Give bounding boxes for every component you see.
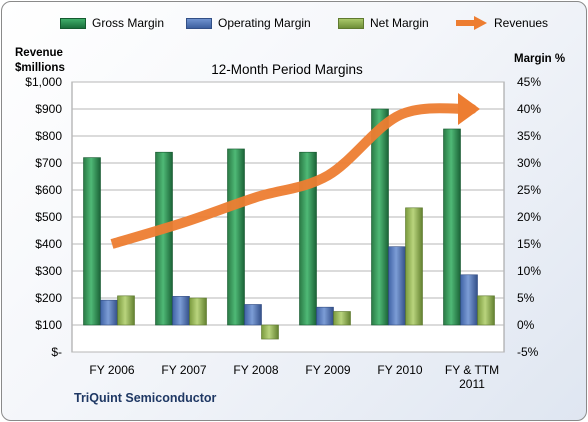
right-tick-label: 0% (517, 318, 535, 332)
x-tick-label: 2011 (459, 377, 485, 391)
bar-net-margin (477, 295, 495, 326)
chart-title: 12-Month Period Margins (211, 62, 363, 77)
legend-operating-margin: Operating Margin (186, 16, 311, 30)
revenues-arrowhead (458, 93, 480, 125)
bar-net-margin (333, 311, 351, 326)
bar-operating-margin (316, 306, 334, 326)
x-tick-label: FY 2009 (305, 363, 350, 377)
bar-gross-margin (83, 157, 101, 326)
left-tick-label: $200 (35, 291, 62, 305)
right-tick-label: 10% (517, 264, 541, 278)
bar-operating-margin (388, 246, 406, 326)
right-tick-label: 20% (517, 210, 541, 224)
bar-gross-margin (443, 128, 461, 326)
bar-gross-margin (155, 151, 173, 326)
bar-gross-margin (227, 148, 245, 326)
x-tick-label: FY 2006 (89, 363, 134, 377)
left-tick-label: $800 (35, 129, 62, 143)
left-tick-label: $100 (35, 318, 62, 332)
right-tick-label: 40% (517, 102, 541, 116)
left-tick-label: $- (51, 345, 62, 359)
legend-gross-margin: Gross Margin (60, 16, 164, 30)
right-tick-label: 15% (517, 237, 541, 251)
legend-label-net: Net Margin (370, 16, 429, 30)
legend-swatch-net (338, 17, 364, 29)
bar-gross-margin (299, 151, 317, 326)
bar-net-margin (117, 295, 135, 326)
legend-label-gross: Gross Margin (92, 16, 165, 30)
bar-operating-margin (244, 304, 262, 326)
right-tick-label: 5% (517, 291, 535, 305)
x-tick-label: FY 2008 (233, 363, 278, 377)
x-tick-label: FY 2010 (377, 363, 422, 377)
company-name: TriQuint Semiconductor (74, 391, 217, 405)
right-axis-title: Margin % (514, 53, 566, 65)
right-tick-label: 30% (517, 156, 541, 170)
left-axis-title-line2: $millions (15, 62, 65, 74)
left-tick-label: $600 (35, 183, 62, 197)
left-tick-label: $1,000 (25, 75, 62, 89)
bar-operating-margin (460, 274, 478, 326)
left-tick-label: $300 (35, 264, 62, 278)
bar-net-margin (261, 324, 279, 340)
bar-gross-margin (371, 108, 389, 326)
left-tick-label: $700 (35, 156, 62, 170)
legend-swatch-operating (186, 17, 212, 29)
bar-net-margin (405, 207, 423, 326)
revenues-line (110, 103, 477, 249)
right-tick-label: -5% (517, 345, 539, 359)
right-tick-label: 25% (517, 183, 541, 197)
bar-operating-margin (100, 299, 118, 326)
legend-swatch-gross (60, 17, 86, 29)
legend-net-margin: Net Margin (338, 16, 429, 30)
x-tick-label: FY & TTM (445, 363, 499, 377)
left-tick-label: $500 (35, 210, 62, 224)
left-axis-title-line1: Revenue (15, 47, 63, 59)
right-tick-label: 35% (517, 129, 541, 143)
right-tick-label: 45% (517, 75, 541, 89)
legend-revenues: Revenues (454, 16, 548, 30)
bar-net-margin (189, 297, 207, 326)
legend-arrow-icon (456, 16, 487, 30)
x-tick-label: FY 2007 (161, 363, 206, 377)
legend-label-operating: Operating Margin (218, 16, 311, 30)
left-tick-label: $900 (35, 102, 62, 116)
bar-operating-margin (172, 296, 190, 326)
legend-label-revenues: Revenues (494, 16, 549, 30)
left-tick-label: $400 (35, 237, 62, 251)
left-axis-title: Revenue $millions (15, 46, 65, 76)
